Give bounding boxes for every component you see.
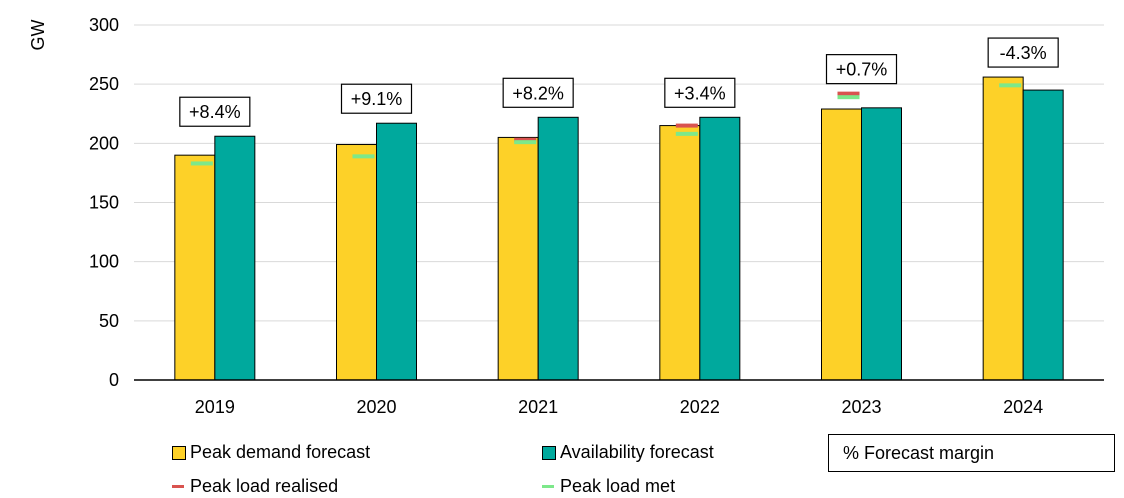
marker-peak-realised-2022 (675, 123, 698, 128)
marker-peak-met-2024 (999, 83, 1022, 88)
legend-label-availability: Availability forecast (560, 442, 714, 462)
marker-peak-met-2019 (190, 161, 213, 166)
marker-peak-met-2021 (514, 140, 537, 145)
x-tick-label: 2024 (1003, 397, 1043, 417)
y-tick-label: 100 (89, 252, 119, 272)
annotation-box-2023 (825, 54, 898, 85)
x-tick-label: 2019 (195, 397, 235, 417)
marker-peak-met-2020 (352, 154, 375, 159)
legend-peak-realised: Peak load realised (172, 476, 338, 497)
marker-peak-realised-2021 (514, 137, 537, 142)
annotation-labels: +8.4% +9.1% +8.2% +3.4% +0.7% -4.3% (179, 37, 1059, 127)
legend-peak-met: Peak load met (542, 476, 675, 497)
bar-peak-demand-2022 (659, 125, 701, 381)
y-tick-label: 250 (89, 74, 119, 94)
x-tick-label: 2022 (680, 397, 720, 417)
x-tick-label: 2023 (841, 397, 881, 417)
legend-swatch-peak-demand (172, 445, 186, 460)
bars (174, 76, 1064, 381)
marker-peak-met-2023 (837, 95, 860, 100)
annotation-label-2019: +8.4% (189, 102, 241, 122)
annotation-box-2021 (502, 77, 574, 108)
annotation-box-2024 (987, 37, 1059, 68)
annotation-label-2024: -4.3% (1000, 43, 1047, 63)
bar-availability-2022 (699, 116, 741, 381)
x-tick-label: 2020 (356, 397, 396, 417)
annotation-label-2020: +9.1% (351, 89, 403, 109)
y-tick-label: 150 (89, 193, 119, 213)
bar-availability-2019 (214, 135, 256, 381)
legend-swatch-peak-met (542, 485, 554, 488)
annotation-label-2022: +3.4% (674, 83, 726, 103)
y-tick-label: 0 (109, 370, 119, 390)
legend-label-peak-realised: Peak load realised (190, 476, 339, 496)
x-tick-labels: 2019 2020 2021 2022 2023 2024 (195, 397, 1043, 417)
annotation-label-2021: +8.2% (512, 83, 564, 103)
legend-forecast-margin: % Forecast margin (828, 434, 1115, 472)
bar-availability-2021 (537, 116, 579, 381)
annotation-box-2020 (340, 83, 413, 114)
bar-availability-2023 (861, 107, 902, 381)
bar-peak-demand-2019 (174, 154, 216, 381)
y-tick-labels: 0 50 100 150 200 250 300 (89, 15, 119, 390)
markers (190, 83, 1022, 166)
gridlines (134, 24, 1104, 322)
legend-swatch-peak-realised (172, 485, 184, 488)
bar-peak-demand-2021 (497, 136, 539, 381)
y-tick-label: 50 (99, 311, 119, 331)
y-axis-label: GW (28, 19, 48, 50)
chart: GW 0 50 100 150 200 250 300 +8.4% +9.1% +8.2% +3.… (28, 15, 1104, 417)
marker-peak-realised-2023 (837, 91, 860, 96)
bar-peak-demand-2023 (821, 108, 862, 381)
annotation-box-2022 (664, 77, 736, 108)
annotation-label-2023: +0.7% (836, 60, 888, 80)
x-tick-label: 2021 (518, 397, 558, 417)
legend-label-peak-demand: Peak demand forecast (190, 442, 371, 462)
legend-peak-demand: Peak demand forecast (172, 442, 370, 463)
annotation-box-2019 (179, 96, 251, 127)
bar-peak-demand-2024 (982, 76, 1024, 381)
legend-swatch-availability (542, 445, 556, 460)
bar-peak-demand-2020 (336, 144, 377, 381)
y-tick-label: 200 (89, 133, 119, 153)
bar-availability-2020 (376, 122, 417, 381)
y-tick-label: 300 (89, 15, 119, 35)
legend-availability: Availability forecast (542, 442, 714, 463)
legend-label-peak-met: Peak load met (560, 476, 676, 496)
legend-label-forecast-margin: % Forecast margin (843, 442, 995, 463)
bar-availability-2024 (1022, 89, 1064, 381)
marker-peak-met-2022 (675, 131, 698, 136)
